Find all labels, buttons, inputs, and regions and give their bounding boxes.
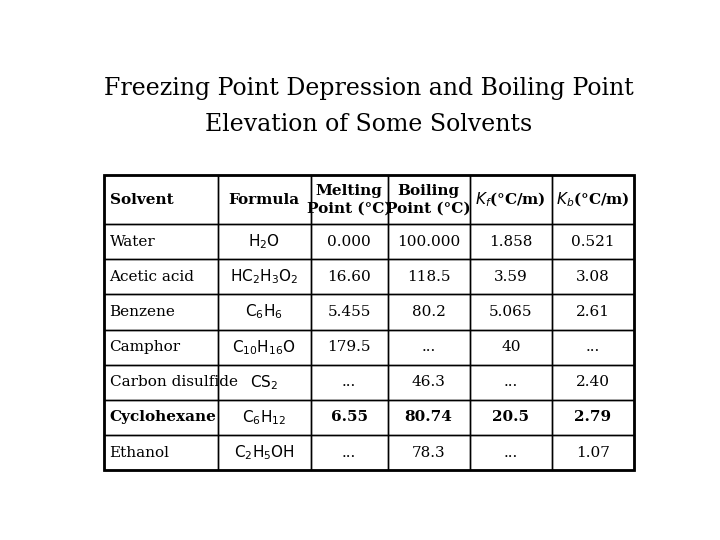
Bar <box>104 224 218 259</box>
Bar <box>469 224 552 259</box>
Text: $K_b$(°C/m): $K_b$(°C/m) <box>556 191 630 209</box>
Bar <box>218 294 311 329</box>
Bar <box>469 175 552 224</box>
Bar <box>311 294 387 329</box>
Text: 3.59: 3.59 <box>494 270 528 284</box>
Text: 0.521: 0.521 <box>571 235 615 249</box>
Bar <box>104 294 218 329</box>
Bar <box>104 435 218 470</box>
Bar <box>387 400 469 435</box>
Bar <box>469 435 552 470</box>
Bar <box>311 329 387 365</box>
Text: 80.74: 80.74 <box>405 410 453 424</box>
Bar <box>104 259 218 294</box>
Text: $\mathrm{CS_2}$: $\mathrm{CS_2}$ <box>251 373 279 392</box>
Text: 1.07: 1.07 <box>576 446 610 460</box>
Bar <box>311 435 387 470</box>
Text: $\mathrm{H_2O}$: $\mathrm{H_2O}$ <box>248 232 280 251</box>
Text: Acetic acid: Acetic acid <box>109 270 194 284</box>
Bar <box>552 400 634 435</box>
Bar <box>469 259 552 294</box>
Bar <box>218 365 311 400</box>
Text: 0.000: 0.000 <box>328 235 371 249</box>
Text: 3.08: 3.08 <box>576 270 610 284</box>
Bar <box>387 365 469 400</box>
Bar <box>311 259 387 294</box>
Bar <box>104 400 218 435</box>
Bar <box>387 175 469 224</box>
Text: Elevation of Some Solvents: Elevation of Some Solvents <box>205 113 533 136</box>
Text: 6.55: 6.55 <box>330 410 368 424</box>
Bar <box>218 224 311 259</box>
Text: 5.065: 5.065 <box>489 305 533 319</box>
Text: ...: ... <box>421 340 436 354</box>
Text: ...: ... <box>504 446 518 460</box>
Text: $\mathrm{C_6H_{12}}$: $\mathrm{C_6H_{12}}$ <box>242 408 287 427</box>
Bar <box>387 259 469 294</box>
Text: 5.455: 5.455 <box>328 305 371 319</box>
Text: Freezing Point Depression and Boiling Point: Freezing Point Depression and Boiling Po… <box>104 77 634 100</box>
Text: 16.60: 16.60 <box>328 270 371 284</box>
Bar <box>218 175 311 224</box>
Bar <box>311 175 387 224</box>
Bar <box>387 294 469 329</box>
Text: 46.3: 46.3 <box>412 375 446 389</box>
Bar <box>218 400 311 435</box>
Text: $\mathrm{HC_2H_3O_2}$: $\mathrm{HC_2H_3O_2}$ <box>230 267 298 286</box>
Bar <box>104 365 218 400</box>
Bar <box>552 329 634 365</box>
Bar <box>104 329 218 365</box>
Bar <box>311 365 387 400</box>
Text: 80.2: 80.2 <box>412 305 446 319</box>
Bar <box>218 259 311 294</box>
Bar <box>311 400 387 435</box>
Bar <box>311 224 387 259</box>
Text: Carbon disulfide: Carbon disulfide <box>109 375 238 389</box>
Text: Camphor: Camphor <box>109 340 181 354</box>
Text: 40: 40 <box>501 340 521 354</box>
Text: 100.000: 100.000 <box>397 235 460 249</box>
Text: Formula: Formula <box>229 193 300 207</box>
Bar <box>552 259 634 294</box>
Text: Melting
Point (°C): Melting Point (°C) <box>307 184 392 215</box>
Text: Solvent: Solvent <box>109 193 173 207</box>
Text: ...: ... <box>342 375 356 389</box>
Text: 2.79: 2.79 <box>575 410 611 424</box>
Bar <box>104 175 218 224</box>
Bar <box>469 400 552 435</box>
Bar <box>552 365 634 400</box>
Text: 20.5: 20.5 <box>492 410 529 424</box>
Text: Boiling
Point (°C): Boiling Point (°C) <box>387 184 471 215</box>
Bar <box>387 329 469 365</box>
Bar <box>469 294 552 329</box>
Text: ...: ... <box>586 340 600 354</box>
Text: $\mathrm{C_2H_5OH}$: $\mathrm{C_2H_5OH}$ <box>234 443 294 462</box>
Text: 2.61: 2.61 <box>576 305 610 319</box>
Text: 1.858: 1.858 <box>489 235 533 249</box>
Bar <box>218 329 311 365</box>
Text: 118.5: 118.5 <box>407 270 451 284</box>
Bar <box>552 175 634 224</box>
Bar <box>552 294 634 329</box>
Text: 78.3: 78.3 <box>412 446 446 460</box>
Text: $\mathrm{C_{10}H_{16}O}$: $\mathrm{C_{10}H_{16}O}$ <box>233 338 296 356</box>
Bar <box>552 435 634 470</box>
Text: 2.40: 2.40 <box>576 375 610 389</box>
Bar <box>469 365 552 400</box>
Bar <box>387 224 469 259</box>
Text: ...: ... <box>504 375 518 389</box>
Text: $\mathrm{C_6H_6}$: $\mathrm{C_6H_6}$ <box>246 303 283 321</box>
Text: ...: ... <box>342 446 356 460</box>
Text: Cyclohexane: Cyclohexane <box>109 410 217 424</box>
Text: Benzene: Benzene <box>109 305 176 319</box>
Bar <box>469 329 552 365</box>
Text: 179.5: 179.5 <box>328 340 371 354</box>
Bar <box>387 435 469 470</box>
Bar <box>552 224 634 259</box>
Bar <box>218 435 311 470</box>
Text: Water: Water <box>109 235 156 249</box>
Bar <box>104 175 634 470</box>
Text: Ethanol: Ethanol <box>109 446 169 460</box>
Text: $K_f$(°C/m): $K_f$(°C/m) <box>475 191 546 209</box>
